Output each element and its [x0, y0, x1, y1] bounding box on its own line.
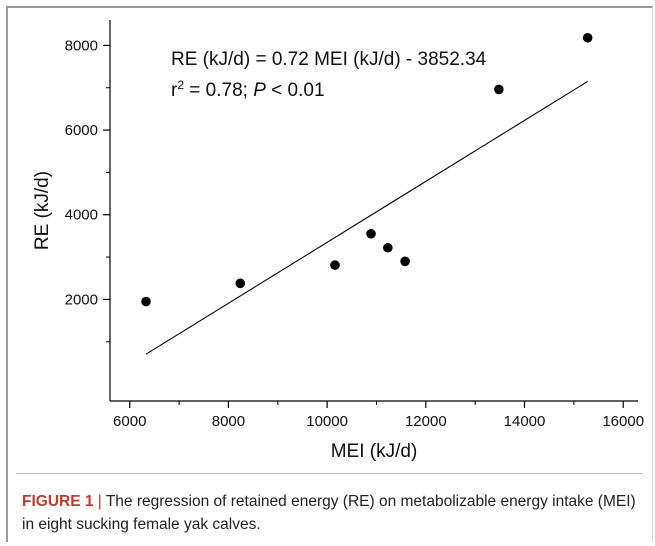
x-tick-label: 14000: [504, 413, 546, 430]
scatter-chart: 6000 8000 10000 12000 14000 16000 2000 4000 6000…: [32, 20, 644, 462]
y-axis-label: RE (kJ/d): [32, 171, 53, 250]
x-tick-label: 12000: [405, 413, 447, 430]
figure-caption: FIGURE 1 | The regression of retained en…: [22, 490, 642, 536]
y-tick-label: 6000: [65, 122, 98, 139]
x-tick-label: 10000: [306, 413, 348, 430]
regression-line-group: [145, 80, 588, 355]
equation-line-2: r2 = 0.78; P < 0.01: [171, 78, 325, 101]
figure-label: FIGURE 1: [22, 493, 94, 510]
p-value: < 0.01: [266, 80, 325, 101]
x-axis-label: MEI (kJ/d): [331, 441, 418, 462]
axes: [109, 20, 638, 402]
figure-frame: 6000 8000 10000 12000 14000 16000 2000 4000 6000…: [6, 6, 653, 542]
caption-divider: [16, 473, 643, 474]
equation-line-1: RE (kJ/d) = 0.72 MEI (kJ/d) - 3852.34: [171, 49, 487, 70]
r-value: = 0.78;: [184, 80, 253, 101]
data-point: [141, 296, 151, 307]
p-symbol: P: [253, 80, 266, 101]
data-point: [582, 32, 593, 43]
r-superscript: 2: [177, 78, 184, 92]
data-point: [494, 84, 504, 95]
data-point: [330, 260, 340, 270]
caption-separator: |: [93, 493, 106, 510]
y-tick-label: 8000: [65, 37, 98, 54]
x-tick-label: 16000: [602, 413, 644, 430]
y-tick-label: 2000: [65, 291, 98, 308]
data-point: [235, 278, 246, 289]
data-point: [366, 228, 376, 239]
caption-text: The regression of retained energy (RE) o…: [22, 493, 636, 533]
r-symbol: r: [171, 80, 178, 101]
regression-line: [145, 80, 588, 355]
x-tick-label: 6000: [113, 413, 146, 430]
data-point: [400, 256, 410, 267]
ticks: 6000 8000 10000 12000 14000 16000 2000 4000 6000…: [65, 37, 644, 430]
data-points: [141, 32, 593, 307]
data-point: [383, 242, 393, 253]
x-tick-label: 8000: [212, 413, 245, 430]
y-tick-label: 4000: [65, 207, 98, 224]
